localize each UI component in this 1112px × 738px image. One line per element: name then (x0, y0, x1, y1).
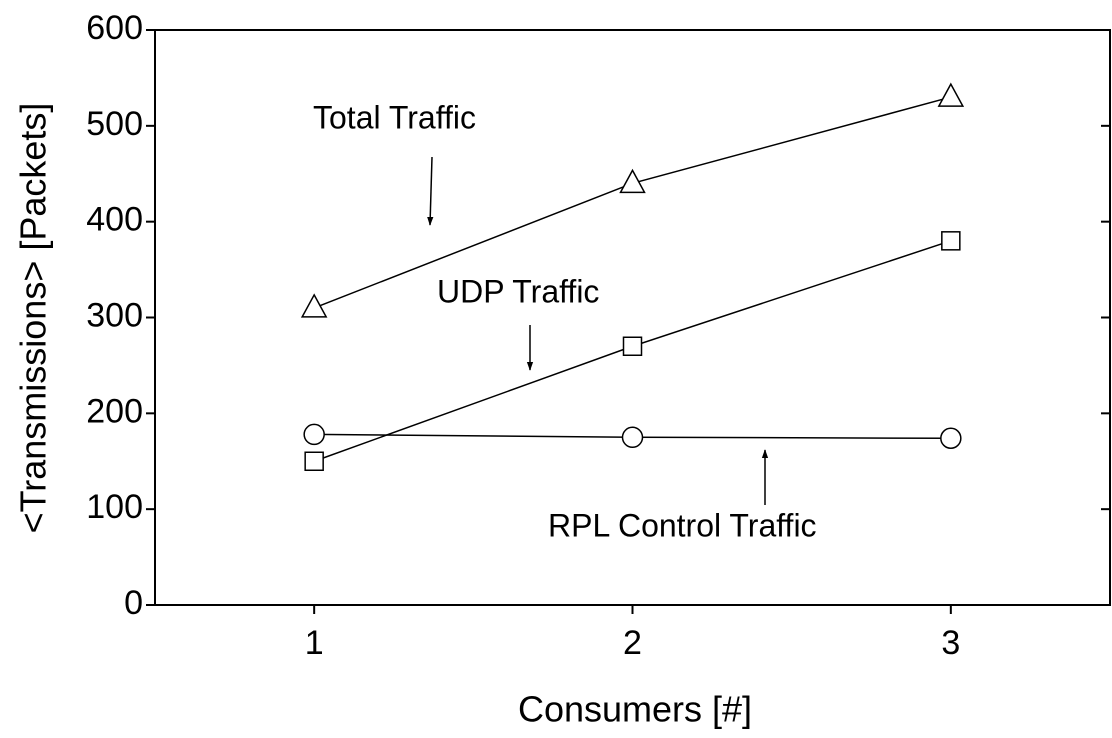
y-tick-label: 500 (86, 105, 143, 143)
marker-square (941, 231, 961, 251)
y-tick-label: 0 (124, 584, 143, 622)
marker-circle (303, 423, 325, 446)
arrow (427, 156, 434, 226)
marker-triangle (300, 293, 328, 318)
y-tick-label: 300 (86, 296, 143, 334)
y-tick-label: 600 (86, 9, 143, 47)
annotation: RPL Control Traffic (548, 507, 817, 543)
marker-circle (940, 427, 962, 449)
annotation: Total Traffic (313, 99, 476, 135)
marker-square (622, 336, 643, 356)
y-tick-label: 100 (86, 488, 143, 526)
y-tick-label: 200 (86, 392, 143, 430)
x-tick-label: 3 (941, 624, 960, 662)
marker-circle (621, 426, 644, 449)
marker-triangle (619, 168, 646, 194)
y-tick-label: 400 (86, 201, 143, 239)
x-axis-label: Consumers [#] (518, 689, 752, 730)
y-axis-label: <Transmissions> [Packets] (13, 103, 54, 534)
x-tick-label: 2 (623, 624, 642, 662)
annotation: UDP Traffic (437, 273, 599, 309)
x-tick-label: 1 (305, 624, 324, 662)
marker-triangle (937, 82, 965, 107)
marker-square (304, 451, 324, 471)
